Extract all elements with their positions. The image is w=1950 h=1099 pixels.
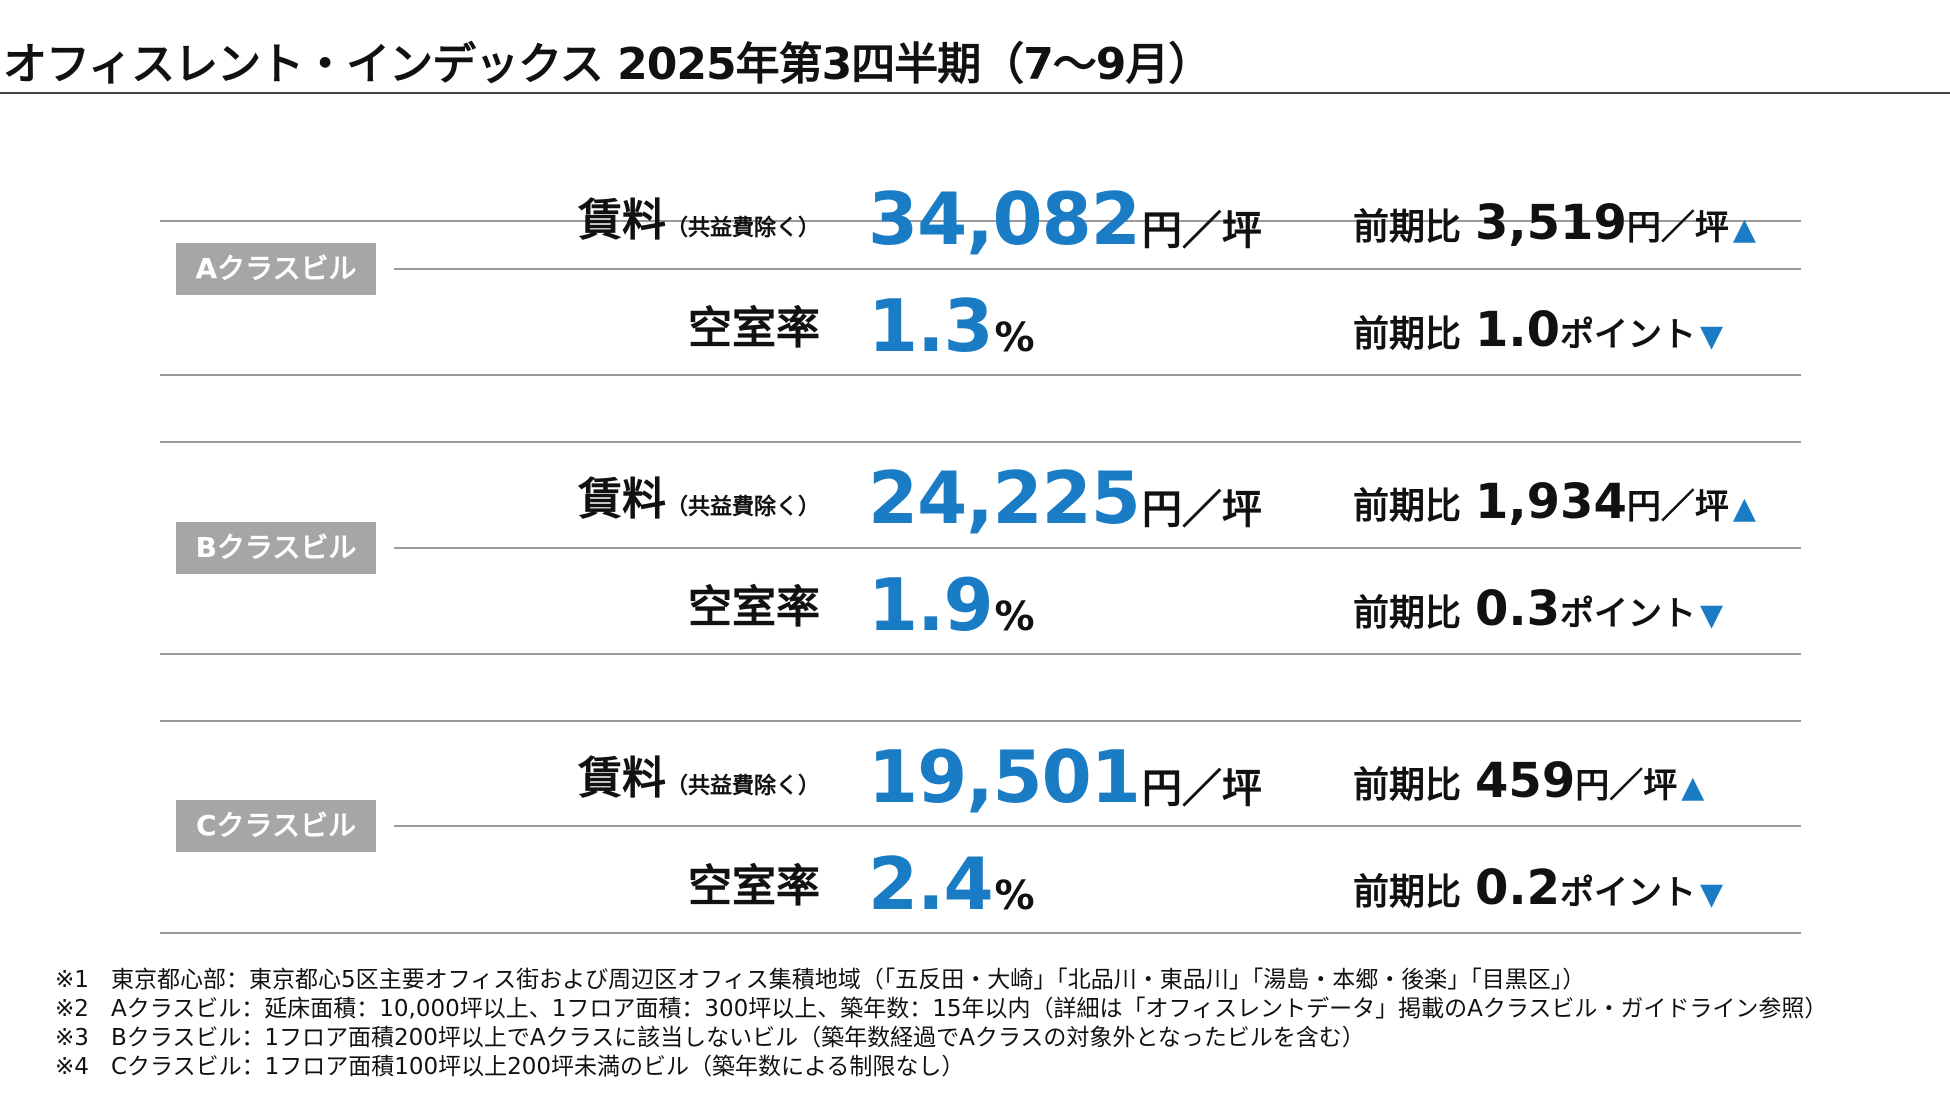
change-number: 0.2 — [1475, 860, 1561, 916]
vacancy-value: 1.3% — [868, 290, 1035, 362]
rent-label-sub: （共益費除く） — [665, 495, 820, 520]
vacancy-change: 前期比 0.3ポイント ▼ — [1353, 585, 1723, 633]
rent-number: 34,082 — [868, 177, 1141, 261]
up-triangle-icon: ▲ — [1732, 491, 1756, 526]
class-badge: Bクラスビル — [176, 522, 376, 574]
up-triangle-icon: ▲ — [1732, 212, 1756, 247]
rent-label: 賃料（共益費除く） — [578, 757, 820, 801]
footnote-text: Aクラスビル：延床面積：10,000坪以上、1フロア面積：300坪以上、築年数：… — [111, 996, 1828, 1022]
footnote-text: Cクラスビル：1フロア面積100坪以上200坪未満のビル（築年数による制限なし） — [111, 1054, 965, 1080]
rent-label-sub: （共益費除く） — [665, 216, 820, 241]
up-triangle-icon: ▲ — [1681, 770, 1705, 805]
footnotes: ※1 東京都心部：東京都心5区主要オフィス街および周辺区オフィス集積地域（「五反田… — [55, 966, 1827, 1082]
change-unit: 円／坪 — [1626, 208, 1729, 248]
rent-label-main: 賃料 — [577, 753, 666, 804]
footnote: ※4 Cクラスビル：1フロア面積100坪以上200坪未満のビル（築年数による制限な… — [55, 1053, 1827, 1082]
row-divider — [394, 268, 1801, 270]
vacancy-unit: % — [994, 315, 1035, 361]
footnote: ※3 Bクラスビル：1フロア面積200坪以上でAクラスに該当しないビル（築年数経過… — [55, 1024, 1827, 1053]
section-top-rule — [160, 720, 1801, 722]
vacancy-change: 前期比 1.0ポイント ▼ — [1353, 306, 1723, 354]
vacancy-unit: % — [994, 873, 1035, 919]
change-unit: 円／坪 — [1626, 487, 1729, 527]
vacancy-label: 空室率 — [688, 861, 820, 912]
footnote: ※2 Aクラスビル：延床面積：10,000坪以上、1フロア面積：300坪以上、築年… — [55, 995, 1827, 1024]
rent-number: 24,225 — [868, 456, 1141, 540]
rent-label-main: 賃料 — [577, 195, 666, 246]
vacancy-unit: % — [994, 594, 1035, 640]
footnote-mark: ※1 — [55, 967, 89, 993]
change-number: 459 — [1475, 753, 1576, 809]
change-unit: ポイント — [1560, 873, 1697, 913]
title-divider — [0, 92, 1950, 94]
rent-unit: 円／坪 — [1141, 766, 1262, 812]
footnote-mark: ※4 — [55, 1054, 89, 1080]
change-prefix: 前期比 — [1353, 593, 1462, 634]
rent-value: 24,225円／坪 — [868, 462, 1262, 534]
rent-unit: 円／坪 — [1141, 208, 1262, 254]
section-bottom-rule — [160, 374, 1801, 376]
class-badge: Cクラスビル — [176, 800, 376, 852]
vacancy-label: 空室率 — [688, 582, 820, 633]
section-bottom-rule — [160, 932, 1801, 934]
vacancy-value: 2.4% — [868, 848, 1035, 920]
change-unit: ポイント — [1560, 594, 1697, 634]
rent-change: 前期比 3,519円／坪 ▲ — [1353, 199, 1756, 247]
class-badge: Aクラスビル — [176, 243, 376, 295]
page-title: オフィスレント・インデックス 2025年第3四半期（7〜9月） — [3, 39, 1212, 90]
change-number: 1.0 — [1475, 302, 1561, 358]
rent-label-sub: （共益費除く） — [665, 774, 820, 799]
change-number: 1,934 — [1475, 474, 1627, 530]
vacancy-number: 1.9 — [868, 563, 994, 647]
vacancy-label: 空室率 — [688, 303, 820, 354]
section-top-rule — [160, 220, 1801, 222]
rent-number: 19,501 — [868, 735, 1141, 819]
down-triangle-icon: ▼ — [1700, 319, 1724, 354]
rent-unit: 円／坪 — [1141, 487, 1262, 533]
vacancy-number: 1.3 — [868, 284, 994, 368]
vacancy-change: 前期比 0.2ポイント ▼ — [1353, 864, 1723, 912]
section-bottom-rule — [160, 653, 1801, 655]
footnote-mark: ※3 — [55, 1025, 89, 1051]
rent-value: 34,082円／坪 — [868, 183, 1262, 255]
vacancy-number: 2.4 — [868, 842, 994, 926]
change-prefix: 前期比 — [1353, 765, 1462, 806]
footnote-text: Bクラスビル：1フロア面積200坪以上でAクラスに該当しないビル（築年数経過でA… — [111, 1025, 1365, 1051]
row-divider — [394, 547, 1801, 549]
change-prefix: 前期比 — [1353, 486, 1462, 527]
rent-label: 賃料（共益費除く） — [578, 478, 820, 522]
footnote: ※1 東京都心部：東京都心5区主要オフィス街および周辺区オフィス集積地域（「五反田… — [55, 966, 1827, 995]
down-triangle-icon: ▼ — [1700, 598, 1724, 633]
down-triangle-icon: ▼ — [1700, 877, 1724, 912]
change-prefix: 前期比 — [1353, 207, 1462, 248]
rent-change: 前期比 1,934円／坪 ▲ — [1353, 478, 1756, 526]
change-unit: ポイント — [1560, 315, 1697, 355]
change-prefix: 前期比 — [1353, 314, 1462, 355]
rent-label-main: 賃料 — [577, 474, 666, 525]
change-number: 3,519 — [1475, 195, 1627, 251]
rent-change: 前期比 459円／坪 ▲ — [1353, 757, 1704, 805]
change-number: 0.3 — [1475, 581, 1561, 637]
vacancy-value: 1.9% — [868, 569, 1035, 641]
rent-value: 19,501円／坪 — [868, 741, 1262, 813]
change-unit: 円／坪 — [1575, 766, 1678, 806]
footnote-mark: ※2 — [55, 996, 89, 1022]
section-top-rule — [160, 441, 1801, 443]
change-prefix: 前期比 — [1353, 872, 1462, 913]
row-divider — [394, 825, 1801, 827]
footnote-text: 東京都心部：東京都心5区主要オフィス街および周辺区オフィス集積地域（「五反田・大… — [111, 967, 1586, 993]
rent-label: 賃料（共益費除く） — [578, 199, 820, 243]
